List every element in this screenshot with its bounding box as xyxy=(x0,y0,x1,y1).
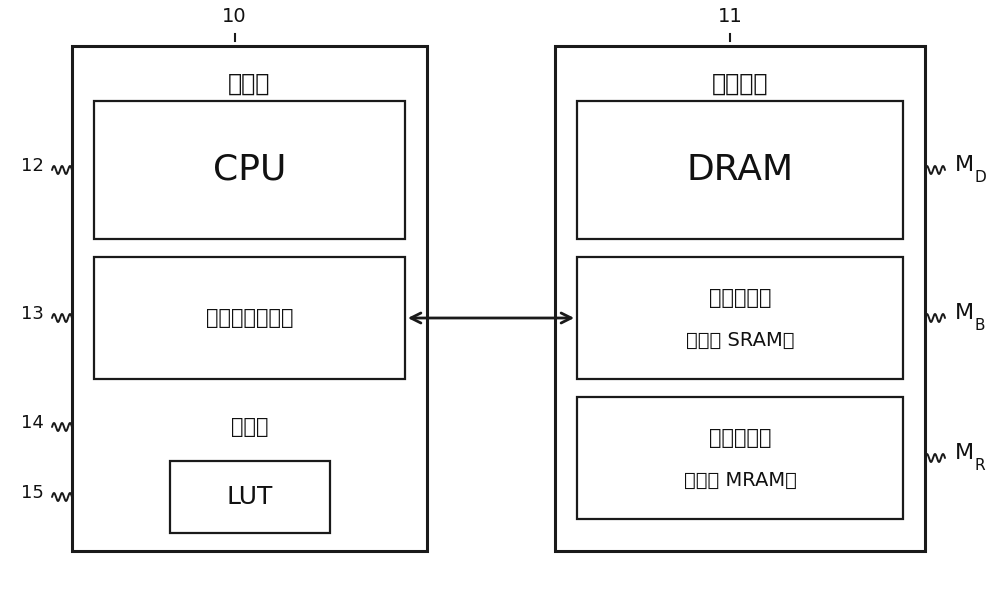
Text: 14: 14 xyxy=(21,414,44,432)
Text: 缓冲存储器: 缓冲存储器 xyxy=(709,288,771,308)
Text: 处理器: 处理器 xyxy=(228,72,271,96)
Text: 10: 10 xyxy=(222,7,247,25)
Text: 12: 12 xyxy=(21,157,44,175)
Text: M: M xyxy=(955,443,974,463)
Bar xyxy=(577,257,903,379)
Text: DRAM: DRAM xyxy=(686,153,794,187)
Text: B: B xyxy=(975,317,985,333)
Text: LUT: LUT xyxy=(226,485,273,509)
Text: 13: 13 xyxy=(21,305,44,323)
Bar xyxy=(577,397,903,519)
Text: 还原存储器: 还原存储器 xyxy=(709,428,771,448)
Bar xyxy=(94,257,405,379)
Text: CPU: CPU xyxy=(213,153,286,187)
Bar xyxy=(577,101,903,239)
Text: M: M xyxy=(955,155,974,175)
Bar xyxy=(72,46,427,551)
Text: （例如 MRAM）: （例如 MRAM） xyxy=(684,470,796,489)
Text: 主存储器: 主存储器 xyxy=(712,72,768,96)
Text: （例如 SRAM）: （例如 SRAM） xyxy=(686,330,794,349)
Text: 11: 11 xyxy=(718,7,742,25)
Text: 控制器: 控制器 xyxy=(231,417,268,437)
Bar xyxy=(94,101,405,239)
Text: R: R xyxy=(975,458,986,473)
Text: M: M xyxy=(955,303,974,323)
Text: D: D xyxy=(975,170,987,184)
Bar xyxy=(555,46,925,551)
Text: 15: 15 xyxy=(21,484,44,502)
Bar xyxy=(170,461,330,533)
Text: 高速缓存存储器: 高速缓存存储器 xyxy=(206,308,293,328)
